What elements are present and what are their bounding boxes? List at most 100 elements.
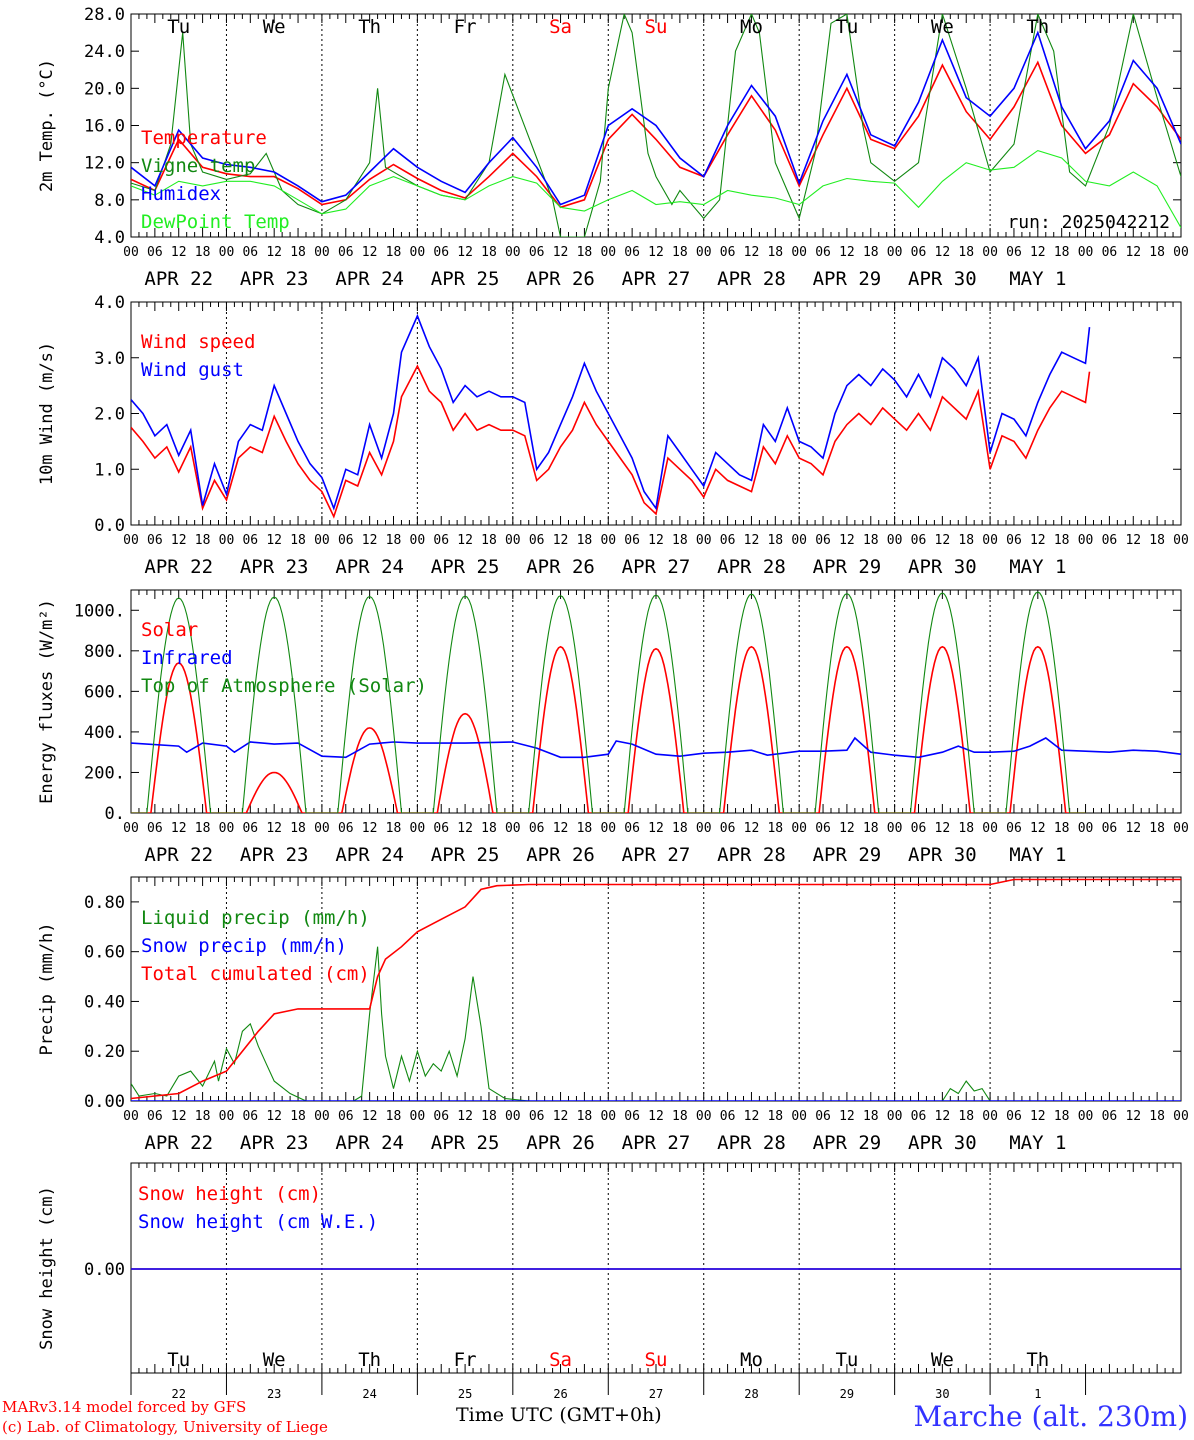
date-label: APR 29 [813, 268, 882, 290]
hour-tick-label: 18 [195, 821, 211, 836]
hour-tick-label: 12 [171, 533, 187, 548]
y-tick-label: 0.60 [84, 943, 125, 963]
date-label: APR 22 [144, 844, 213, 866]
hour-tick-label: 06 [529, 245, 545, 260]
y-tick-label: 400. [84, 723, 125, 743]
date-label: APR 29 [813, 844, 882, 866]
hour-tick-label: 00 [696, 245, 712, 260]
y-tick-label: 20.0 [84, 79, 125, 99]
hour-tick-label: 06 [911, 533, 927, 548]
hour-tick-label: 06 [815, 1109, 831, 1124]
hour-tick-label: 00 [410, 821, 426, 836]
day-number-label: 22 [172, 1387, 186, 1400]
date-label: APR 26 [526, 1132, 595, 1154]
hour-tick-label: 18 [767, 1109, 783, 1124]
hour-tick-label: 00 [982, 245, 998, 260]
y-tick-label: 16.0 [84, 117, 125, 137]
hour-tick-label: 12 [553, 821, 569, 836]
hour-tick-label: 18 [767, 245, 783, 260]
day-number-label: 25 [458, 1387, 472, 1400]
x-axis-title: Time UTC (GMT+0h) [456, 1404, 662, 1426]
hour-tick-label: 06 [911, 821, 927, 836]
hour-tick-label: 18 [290, 533, 306, 548]
hour-tick-label: 06 [720, 821, 736, 836]
hour-tick-label: 00 [123, 245, 139, 260]
hour-tick-label: 18 [767, 821, 783, 836]
y-tick-label: 0.80 [84, 893, 125, 913]
hour-tick-label: 18 [386, 245, 402, 260]
hour-tick-label: 06 [624, 1109, 640, 1124]
hour-tick-label: 06 [147, 245, 163, 260]
hour-tick-label: 12 [935, 821, 951, 836]
date-label: APR 28 [717, 556, 786, 578]
hour-tick-label: 18 [577, 821, 593, 836]
hour-tick-label: 12 [648, 533, 664, 548]
hour-tick-label: 00 [123, 821, 139, 836]
hour-tick-label: 12 [362, 533, 378, 548]
hour-tick-label: 00 [600, 245, 616, 260]
y-tick-label: 4.0 [94, 293, 125, 313]
y-axis-title: Energy fluxes (W/m²) [37, 599, 57, 804]
hour-tick-label: 06 [242, 821, 258, 836]
hour-tick-label: 00 [505, 1109, 521, 1124]
day-number-label: 30 [935, 1387, 949, 1400]
legend-snow-height-cm-w-e-: Snow height (cm W.E.) [138, 1211, 378, 1233]
hour-tick-label: 18 [1054, 1109, 1070, 1124]
hour-tick-label: 00 [1173, 245, 1189, 260]
date-label: APR 27 [622, 556, 691, 578]
date-label: APR 26 [526, 844, 595, 866]
hour-tick-label: 18 [863, 1109, 879, 1124]
hour-tick-label: 06 [529, 533, 545, 548]
date-label: APR 27 [622, 1132, 691, 1154]
hour-tick-label: 18 [481, 533, 497, 548]
date-label: APR 30 [908, 844, 977, 866]
y-tick-label: 12.0 [84, 154, 125, 174]
hour-tick-label: 12 [457, 821, 473, 836]
hour-tick-label: 18 [672, 245, 688, 260]
hour-tick-label: 18 [1054, 245, 1070, 260]
day-number-label: 24 [362, 1387, 376, 1400]
date-label: APR 23 [240, 1132, 309, 1154]
date-label: APR 25 [431, 268, 500, 290]
hour-tick-label: 00 [505, 533, 521, 548]
hour-tick-label: 06 [242, 533, 258, 548]
hour-tick-label: 12 [1125, 1109, 1141, 1124]
legend-vigne-temp: Vigne temp [141, 155, 255, 177]
date-label: APR 22 [144, 556, 213, 578]
hour-tick-label: 00 [1173, 821, 1189, 836]
y-tick-label: 28.0 [84, 5, 125, 25]
hour-tick-label: 18 [863, 245, 879, 260]
hour-tick-label: 06 [1006, 1109, 1022, 1124]
y-tick-label: 0.40 [84, 992, 125, 1012]
hour-tick-label: 12 [648, 821, 664, 836]
hour-tick-label: 00 [1078, 821, 1094, 836]
weekday-label: Su [645, 16, 668, 38]
hour-tick-label: 00 [410, 1109, 426, 1124]
hour-tick-label: 00 [791, 245, 807, 260]
weekday-label: Th [1026, 1349, 1049, 1371]
hour-tick-label: 00 [505, 821, 521, 836]
hour-tick-label: 06 [815, 821, 831, 836]
hour-tick-label: 12 [1125, 245, 1141, 260]
y-axis-title: Precip (mm/h) [37, 922, 57, 1055]
hour-tick-label: 06 [242, 245, 258, 260]
hour-tick-label: 00 [600, 1109, 616, 1124]
hour-tick-label: 00 [1078, 533, 1094, 548]
hour-tick-label: 00 [791, 1109, 807, 1124]
hour-tick-label: 06 [147, 1109, 163, 1124]
legend-liquid-precip-mm-h-: Liquid precip (mm/h) [141, 907, 370, 929]
hour-tick-label: 00 [219, 533, 235, 548]
date-label: APR 22 [144, 1132, 213, 1154]
legend-dewpoint-temp: DewPoint Temp [141, 211, 290, 233]
hour-tick-label: 06 [338, 533, 354, 548]
hour-tick-label: 06 [624, 245, 640, 260]
hour-tick-label: 18 [1149, 533, 1165, 548]
date-label: APR 22 [144, 268, 213, 290]
date-label: APR 23 [240, 268, 309, 290]
hour-tick-label: 06 [1006, 245, 1022, 260]
hour-tick-label: 06 [433, 1109, 449, 1124]
hour-tick-label: 00 [791, 821, 807, 836]
weekday-label: Mo [740, 16, 763, 38]
hour-tick-label: 18 [577, 533, 593, 548]
hour-tick-label: 18 [863, 821, 879, 836]
